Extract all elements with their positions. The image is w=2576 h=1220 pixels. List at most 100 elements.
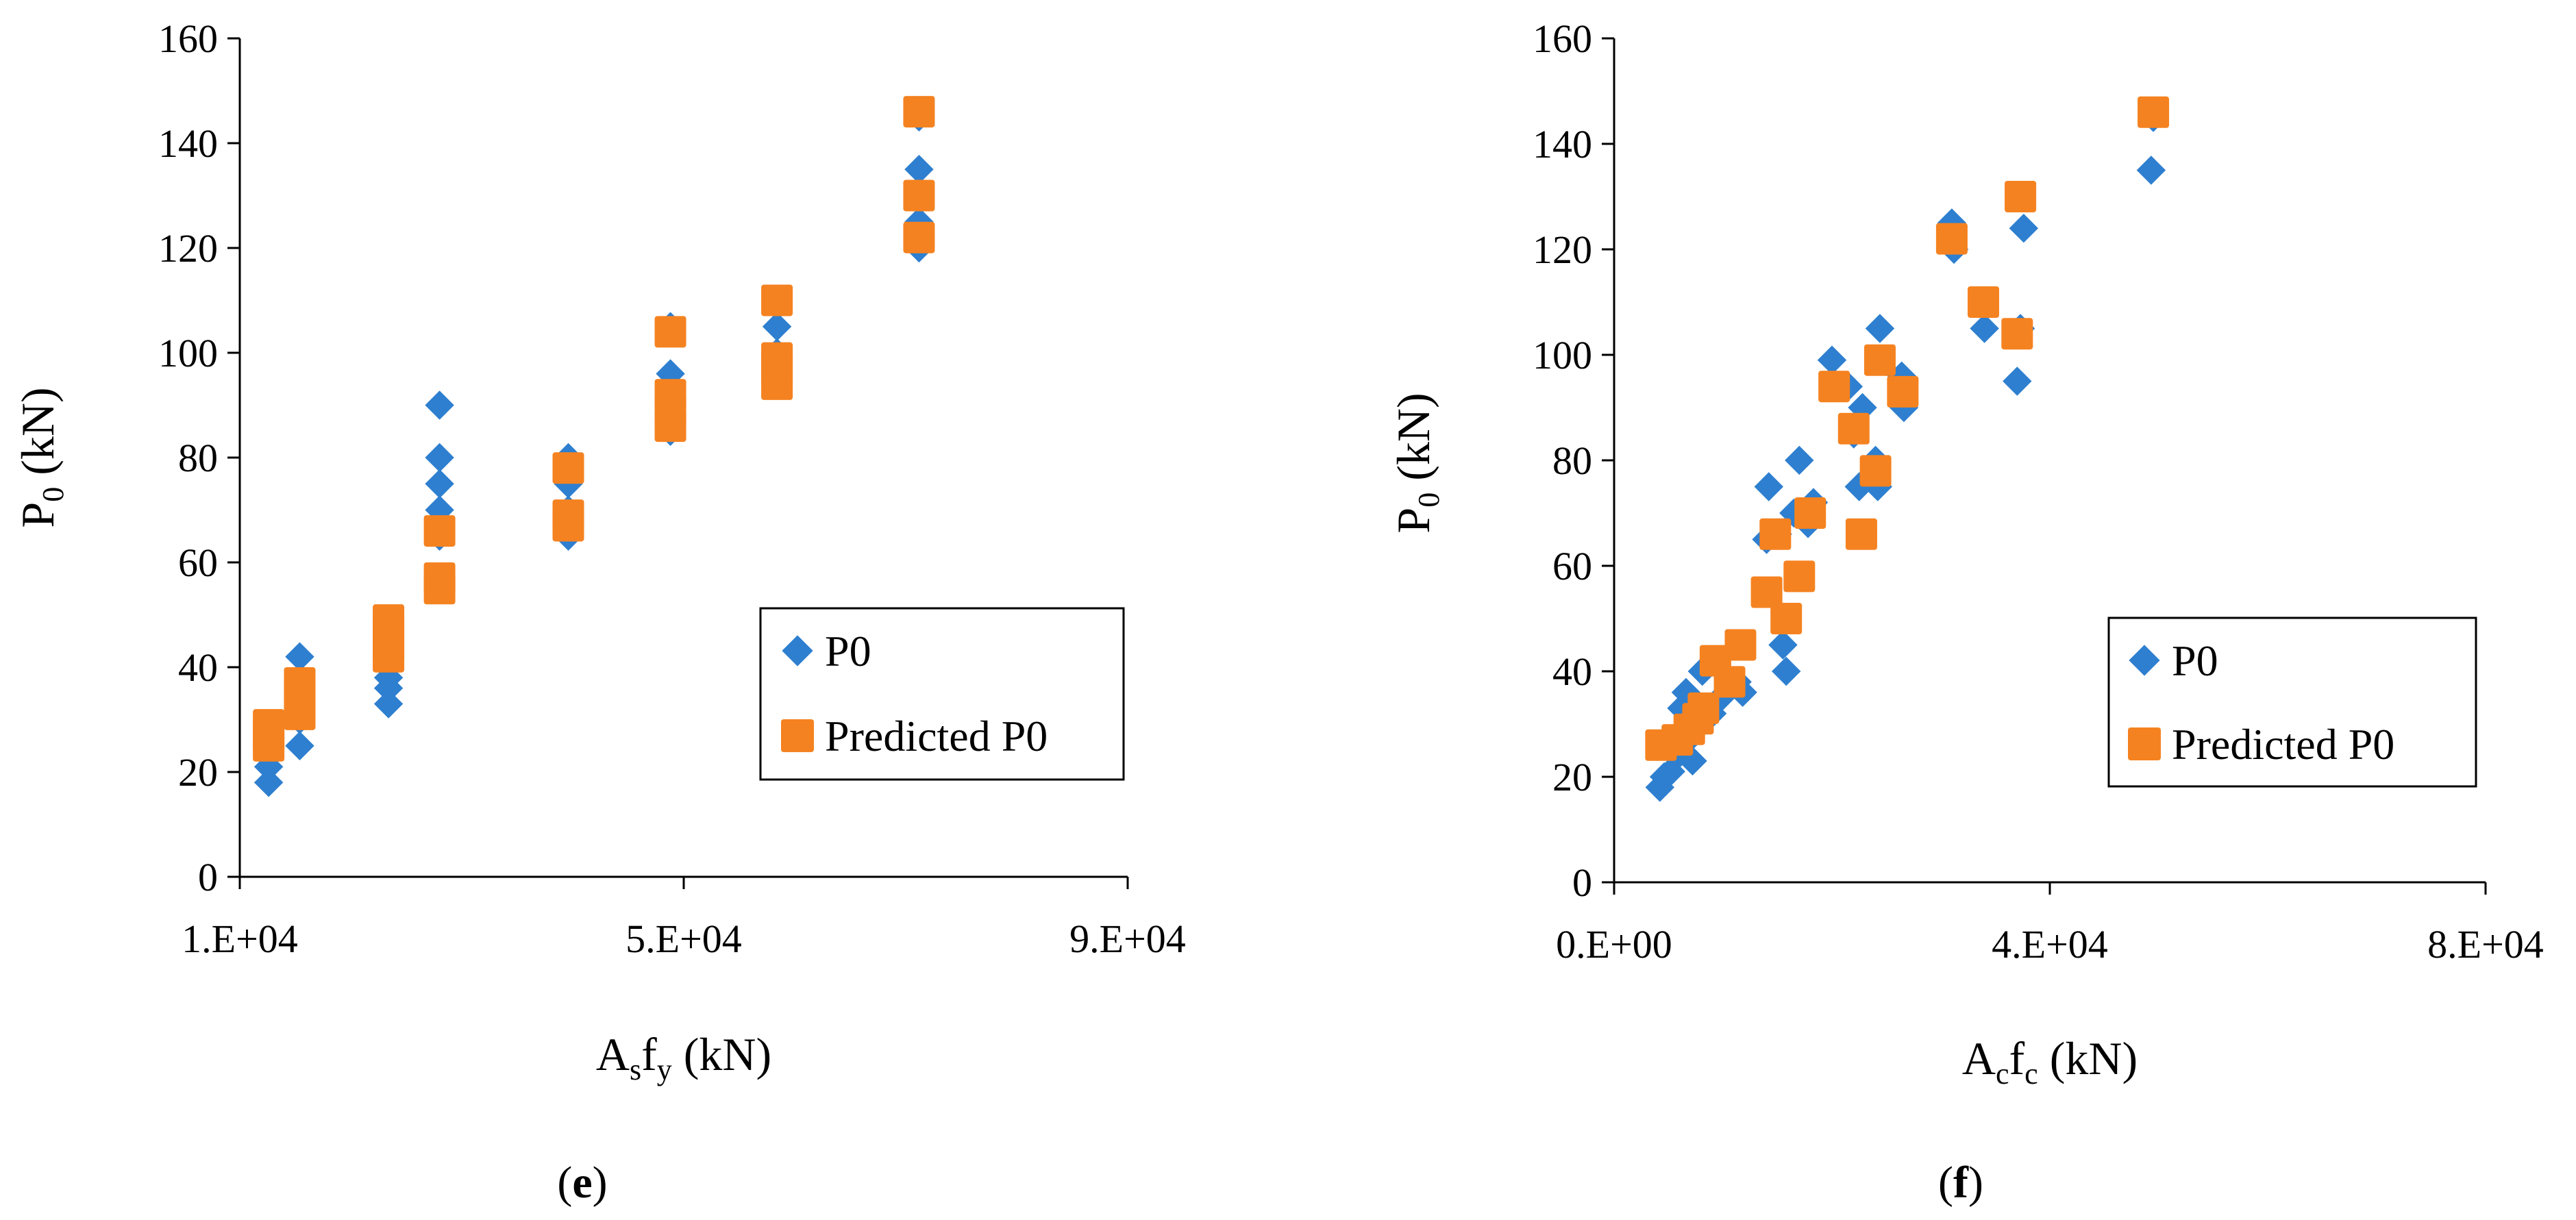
chart-f-panel-close: ) [1968,1158,1983,1208]
chart-f-predicted-point [1759,518,1792,550]
chart-e-legend-predicted-label: Predicted P0 [825,712,1048,760]
chart-f-p0-point [1970,314,1999,343]
chart-f-predicted-point [1750,576,1783,608]
chart-f-y-tick-label: 140 [1533,122,1592,166]
chart-f-ylabel-main: P [1387,508,1439,534]
chart-e-legend-p0-label: P0 [825,627,871,675]
chart-e-y-tick-label: 160 [158,16,218,61]
chart-f-p0-point [2009,213,2039,243]
chart-f-p0-point [2003,366,2032,396]
chart-e-predicted-point [423,515,456,547]
chart-e-ylabel-unit: (kN) [12,387,64,486]
chart-f-predicted-point [2001,318,2033,350]
chart-f-predicted-point [1859,455,1892,487]
chart-e-legend-box [759,607,1125,781]
chart-f-xlabel-sub2: c [2024,1057,2038,1091]
chart-f-legend-p0-label: P0 [2172,636,2218,685]
chart-f-p0-point [1754,472,1783,501]
chart-e-y-tick-label: 60 [178,540,218,585]
chart-e-predicted-point [761,342,793,374]
chart-e-panel-letter: e [572,1158,592,1208]
chart-f-y-tick-label: 40 [1552,649,1592,694]
chart-f-xlabel-main1: A [1962,1032,1996,1084]
chart-e-p0-point [425,469,454,499]
chart-e-ylabel-main: P [12,502,64,528]
chart-f-legend-box [2107,617,2477,788]
chart-f-ticks: 0 20 40 60 80 100 120 140 160 0.E+00 4.E+04 8.E+04 [1533,16,2544,967]
chart-e-y-tick-label: 100 [158,331,218,375]
chart-f-xlabel-main2: f [2009,1032,2025,1084]
chart-f-predicted-point [1837,412,1870,445]
chart-e-predicted-point [373,604,405,636]
chart-e-predicted-series [253,96,935,762]
chart-f-y-axis-label: P0 (kN) [1387,393,1446,533]
chart-f-predicted-point [2005,181,2037,212]
chart-f-predicted-point [1863,344,1896,376]
chart-e-predicted-point [903,96,935,128]
chart-e-panel-open: ( [557,1158,572,1208]
chart-e-predicted-point [903,179,935,212]
chart-e-predicted-point [654,316,686,348]
chart-e-predicted-point [552,499,584,532]
chart-e-y-tick-label: 120 [158,226,218,271]
chart-e-predicted-point [761,284,793,316]
chart-e-p0-point [425,390,454,420]
chart-f-ylabel-unit: (kN) [1387,393,1439,492]
chart-e-y-tick-label: 80 [178,436,218,480]
chart-f-y-tick-label: 120 [1533,227,1592,272]
chart-e-predicted-point [552,452,584,484]
chart-e-p0-point [285,642,314,671]
chart-f-x-axis-label: Acfc (kN) [1962,1032,2138,1091]
chart-e-y-axis-label: P0 (kN) [12,387,70,527]
chart-e-ylabel-sub: 0 [36,487,70,502]
chart-e-xlabel-main1: A [596,1028,630,1080]
chart-e-y-tick-label: 0 [198,855,218,899]
chart-f-predicted-series [1645,96,2170,761]
chart-e-predicted-point [253,709,285,741]
chart-e-ticks: 0 20 40 60 80 100 120 140 160 1.E+04 5.E+04 9.E+04 [158,16,1186,961]
chart-e-panel-close: ) [593,1158,608,1208]
chart-e-p0-point [425,443,454,473]
chart-f-x-tick-label: 8.E+04 [2427,922,2544,967]
chart-f-predicted-point [1770,603,1803,634]
chart-f-x-tick-label: 0.E+00 [1556,922,1672,967]
chart-e-p0-point [285,731,314,760]
chart-e-y-tick-label: 40 [178,645,218,690]
chart-f-y-tick-label: 60 [1552,544,1592,588]
chart-e-p0-point [373,689,404,719]
chart-f-panel-label: (f) [1938,1158,1983,1208]
chart-f-predicted-point [1845,518,1877,550]
chart-f-predicted-point [1887,375,1919,408]
chart-f-predicted-point [2138,96,2170,128]
chart-f-xlabel-sub1: c [1996,1057,2009,1091]
chart-e-legend-predicted-marker [781,719,814,752]
chart-f-predicted-point [1783,560,1816,593]
chart-f-p0-point [1817,345,1847,375]
chart-f-panel-open: ( [1938,1158,1953,1208]
chart-f-predicted-point [1818,371,1850,403]
chart-e-xlabel-sub1: s [630,1053,641,1086]
chart-f-legend-p0-marker [2129,645,2160,676]
chart-f-y-tick-label: 0 [1572,860,1592,905]
chart-f-panel-letter: f [1953,1158,1969,1208]
chart-e-predicted-point [654,379,686,411]
chart-e-legend-p0-marker [782,635,813,667]
chart-f-y-tick-label: 160 [1533,16,1592,61]
chart-f-predicted-point [1724,629,1757,661]
chart-f-y-tick-label: 100 [1533,333,1592,377]
chart-e-xlabel-sub2: y [657,1053,672,1086]
chart-f-legend: P0 Predicted P0 [2107,617,2477,788]
chart-f-x-tick-label: 4.E+04 [1992,922,2108,967]
chart-f-p0-point [2136,155,2166,185]
chart-f-p0-point [1772,656,1801,686]
chart-f-legend-predicted-marker [2128,727,2161,760]
chart-e-x-axis-label: Asfy (kN) [596,1028,771,1086]
chart-f-predicted-point [1968,286,2000,318]
chart-e-p0-point [253,768,284,797]
chart-f-predicted-point [1713,666,1746,698]
chart-e-xlabel-main2: f [641,1028,657,1080]
chart-e-x-tick-label: 1.E+04 [182,917,298,961]
